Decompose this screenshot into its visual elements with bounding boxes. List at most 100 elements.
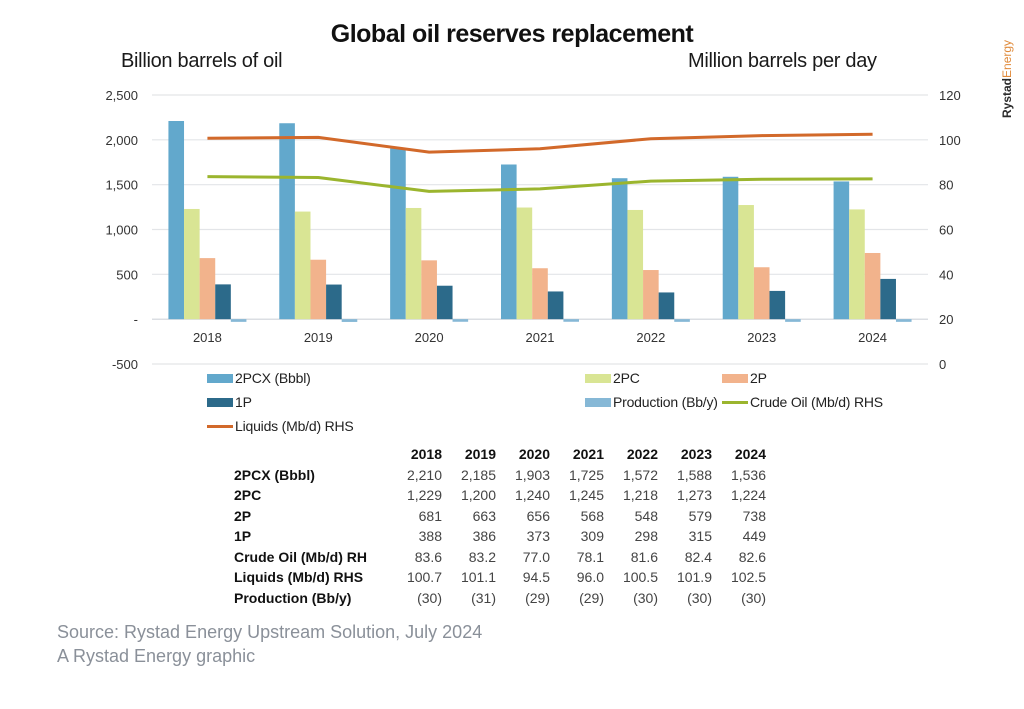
table-cell: 102.5 — [730, 569, 766, 585]
bar — [215, 284, 231, 320]
x-axis-tick-label: 2022 — [636, 330, 665, 345]
left-axis-title: Billion barrels of oil — [121, 50, 283, 72]
right-axis-tick-label: 40 — [939, 267, 953, 282]
bar — [880, 278, 896, 320]
legend-label: 2PCX (Bbbl) — [235, 370, 311, 386]
table-row: 2P 681 663 656 568 548 579 738 — [234, 506, 766, 527]
table-cell: 82.6 — [738, 548, 766, 565]
table-cell: (30) — [417, 589, 442, 606]
legend-item: Crude Oil (Mb/d) RHS — [722, 393, 883, 411]
table-cell: 449 — [742, 528, 766, 544]
bar — [390, 148, 406, 320]
line-series — [207, 132, 873, 193]
right-axis-tick-label: 20 — [939, 312, 953, 327]
right-axis-tick-label: 60 — [939, 223, 953, 238]
table-cell: (30) — [633, 589, 658, 606]
table-cell: 2,210 — [406, 466, 442, 483]
bar — [436, 285, 453, 320]
left-axis-tick-label: 2,000 — [105, 133, 138, 148]
table-cell: 78.1 — [576, 548, 604, 565]
credit-text: A Rystad Energy graphic — [57, 646, 256, 666]
right-axis-ticks: 0 20 40 60 80 100 120 — [939, 88, 961, 372]
left-axis-tick-label: 2,500 — [105, 88, 138, 103]
table-row: Crude Oil (Mb/d) RH 83.6 83.2 77.0 78.1 81.6 8… — [234, 547, 766, 568]
table-cell: 388 — [418, 528, 442, 544]
legend-color-swatch — [722, 373, 748, 383]
table-row-label: 2PCX (Bbbl) — [234, 466, 315, 483]
table-cell: 386 — [472, 528, 496, 544]
table-cell: 656 — [526, 507, 550, 524]
legend-color-swatch — [207, 373, 233, 383]
table-row: 1P 388 386 373 309 298 315 449 — [234, 526, 766, 547]
table-row-label: Liquids (Mb/d) RHS — [234, 569, 364, 585]
table-cell: 81.6 — [630, 548, 658, 565]
table-row-label: Production (Bb/y) — [234, 589, 352, 606]
bar — [722, 176, 739, 320]
bar — [405, 207, 422, 320]
bar — [516, 207, 533, 320]
chart-title: Global oil reserves replacement — [330, 20, 694, 48]
legend-item: 2PC — [585, 369, 640, 387]
bar — [627, 209, 644, 320]
x-axis-tick-label: 2021 — [526, 330, 555, 345]
right-axis-title: Million barrels per day — [688, 50, 877, 72]
legend-label: 2PC — [613, 370, 640, 386]
table-cell: 1,572 — [622, 466, 658, 483]
table-row-label: Crude Oil (Mb/d) RH — [234, 548, 367, 565]
table-cell: (29) — [525, 589, 550, 606]
table-column-header: 2019 — [464, 446, 496, 462]
left-axis-tick-label: 1,500 — [105, 178, 138, 193]
legend-line-swatch — [722, 400, 748, 404]
left-axis-tick-label: -500 — [112, 357, 138, 372]
bar — [532, 268, 548, 320]
x-axis-tick-label: 2024 — [858, 330, 887, 345]
legend-item: Production (Bb/y) — [585, 393, 718, 411]
table-cell: 1,903 — [514, 466, 550, 483]
bar — [738, 205, 754, 320]
bar — [674, 319, 690, 322]
bar — [168, 121, 185, 320]
table-cell: 83.2 — [468, 548, 496, 565]
legend-item: 1P — [207, 393, 252, 411]
table-column-header: 2020 — [518, 446, 550, 462]
table-cell: 1,218 — [622, 487, 658, 503]
legend-label: Liquids (Mb/d) RHS — [235, 418, 354, 434]
x-axis-tick-label: 2023 — [747, 330, 776, 345]
legend-color-swatch — [585, 373, 611, 383]
table-body: 2PCX (Bbbl) 2,210 2,185 1,903 1,725 1,572 1,58… — [234, 465, 766, 609]
table-cell: 373 — [526, 528, 550, 544]
bar — [230, 319, 247, 322]
table-cell: 1,224 — [730, 487, 766, 503]
legend-label: Crude Oil (Mb/d) RHS — [750, 394, 883, 410]
table-cell: 101.9 — [676, 569, 712, 585]
bar-series — [168, 121, 912, 322]
right-axis-tick-label: 0 — [939, 357, 946, 372]
bar — [326, 284, 342, 320]
legend-label: 2P — [750, 370, 767, 386]
line-crude-oil-mb-d-rhs — [207, 175, 873, 193]
table-column-header: 2024 — [734, 446, 766, 462]
table-cell: 1,536 — [730, 466, 766, 483]
source-note: Source: Rystad Energy Upstream Solution,… — [57, 620, 482, 668]
table-row-label: 1P — [234, 528, 252, 544]
bar — [849, 209, 865, 320]
table-corner — [234, 444, 388, 465]
table-cell: 1,588 — [676, 466, 712, 483]
table-column-header: 2021 — [572, 446, 604, 462]
table-cell: 100.7 — [406, 569, 442, 585]
bar — [753, 267, 770, 320]
table-cell: 738 — [742, 507, 766, 524]
legend-color-swatch — [207, 397, 233, 407]
table-cell: 579 — [688, 507, 712, 524]
table-cell: 77.0 — [522, 548, 550, 565]
bar — [785, 319, 801, 322]
legend-item: 2P — [722, 369, 767, 387]
bar — [643, 270, 659, 320]
line-liquids-mb-d-rhs — [207, 132, 873, 154]
x-axis-tick-label: 2020 — [415, 330, 444, 345]
x-axis-tick-label: 2018 — [193, 330, 222, 345]
table-cell: 82.4 — [684, 548, 712, 565]
bar — [341, 319, 358, 322]
table-cell: 83.6 — [414, 548, 442, 565]
